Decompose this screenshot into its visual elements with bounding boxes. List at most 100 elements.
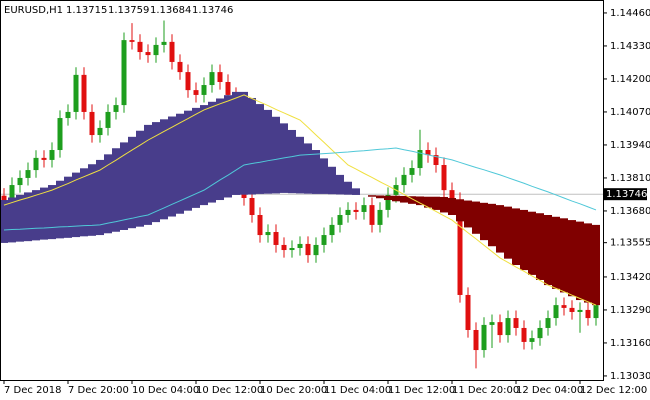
- candle-body: [185, 72, 191, 91]
- candle-body: [49, 150, 55, 160]
- cloud-bar: [576, 221, 584, 301]
- y-tick-label: 1.14460: [610, 8, 650, 19]
- candle-body: [121, 40, 127, 106]
- candle-body: [257, 215, 263, 236]
- candle-body: [161, 41, 167, 45]
- candle-body: [369, 205, 375, 225]
- candle-body: [521, 327, 527, 342]
- candle-body: [105, 111, 111, 128]
- candle-body: [137, 41, 143, 53]
- cloud-bar: [264, 109, 272, 194]
- y-tick-label: 1.13160: [610, 338, 650, 349]
- cloud-bar: [64, 176, 72, 238]
- cloud-bar: [112, 148, 120, 232]
- x-tick-label: 12 Dec 12:00: [580, 385, 647, 396]
- cloud-bar: [168, 116, 176, 217]
- cloud-bar: [8, 197, 16, 243]
- header-value: 1.13715: [66, 5, 107, 16]
- candle-body: [89, 111, 95, 136]
- cloud-bar: [200, 105, 208, 206]
- cloud-bar: [48, 185, 56, 240]
- header-value: 1.13759: [108, 5, 149, 16]
- candle-body: [505, 318, 511, 336]
- cloud-bar: [96, 159, 104, 236]
- y-tick-label: 1.13940: [610, 140, 650, 151]
- candle-body: [553, 305, 559, 319]
- candle-body: [569, 307, 575, 312]
- cloud-bar: [240, 91, 248, 195]
- cloud-bar: [528, 211, 536, 275]
- candle-body: [473, 329, 479, 351]
- candle-body: [17, 177, 23, 186]
- cloud-bar: [160, 119, 168, 220]
- cloud-bar: [16, 194, 24, 242]
- y-tick-label: 1.13810: [610, 173, 650, 184]
- cloud-bar: [320, 158, 328, 194]
- cloud-bar: [592, 224, 600, 306]
- candle-body: [321, 235, 327, 245]
- candle-body: [65, 111, 71, 119]
- cloud-bar: [256, 104, 264, 194]
- candle-body: [41, 157, 47, 160]
- cloud-bar: [560, 218, 568, 293]
- cloud-bar: [216, 98, 224, 201]
- x-tick-label: 10 Dec 12:00: [196, 385, 263, 396]
- candle-body: [129, 40, 135, 42]
- candle-body: [73, 74, 79, 112]
- x-tick-label: 10 Dec 20:00: [260, 385, 327, 396]
- y-tick-label: 1.14330: [610, 41, 650, 52]
- cloud-bar: [192, 107, 200, 208]
- y-tick-label: 1.13290: [610, 305, 650, 316]
- cloud-bar: [440, 196, 448, 213]
- candle-body: [417, 150, 423, 169]
- cloud-bar: [368, 195, 376, 197]
- candle-body: [537, 327, 543, 339]
- cloud-bar: [248, 97, 256, 195]
- candle-body: [561, 305, 567, 308]
- candle-body: [577, 309, 583, 312]
- cloud-bar: [464, 200, 472, 228]
- cloud-bar: [40, 187, 48, 240]
- y-tick-label: 1.13555: [610, 238, 650, 249]
- cloud-bar: [584, 223, 592, 303]
- x-tick-label: 12 Dec 04:00: [516, 385, 583, 396]
- cloud-bar: [296, 136, 304, 194]
- cloud-bar: [184, 110, 192, 211]
- cloud-bar: [72, 172, 80, 238]
- candle-body: [209, 72, 215, 86]
- plot-area: [0, 20, 603, 369]
- candle-body: [153, 44, 159, 56]
- candle-body: [449, 190, 455, 201]
- candle-body: [465, 294, 471, 330]
- cloud-bar: [272, 116, 280, 194]
- candle-body: [305, 243, 311, 256]
- cloud-bar: [568, 220, 576, 297]
- cloud-bar: [352, 188, 360, 195]
- candle-body: [345, 209, 351, 216]
- cloud-bar: [472, 201, 480, 234]
- cloud-bar: [456, 199, 464, 222]
- candle-body: [97, 127, 103, 136]
- cloud-bar: [208, 101, 216, 203]
- candle-body: [377, 209, 383, 225]
- candle-body: [313, 244, 319, 256]
- cloud-bar: [424, 196, 432, 208]
- moving-average: [3, 147, 597, 231]
- bid-label: 1.13746: [606, 189, 647, 200]
- bid-label-box: [603, 188, 647, 201]
- candle-body: [529, 338, 535, 342]
- candle-body: [289, 248, 295, 251]
- candle-body: [433, 155, 439, 165]
- cloud-bar: [120, 142, 128, 230]
- candle-body: [489, 322, 495, 325]
- candle-body: [481, 324, 487, 351]
- candle-body: [353, 209, 359, 212]
- candle-body: [57, 118, 63, 151]
- candle-body: [169, 41, 175, 62]
- candle-body: [9, 185, 15, 206]
- cloud-bar: [304, 143, 312, 194]
- candle-body: [113, 105, 119, 112]
- cloud-bar: [144, 124, 152, 225]
